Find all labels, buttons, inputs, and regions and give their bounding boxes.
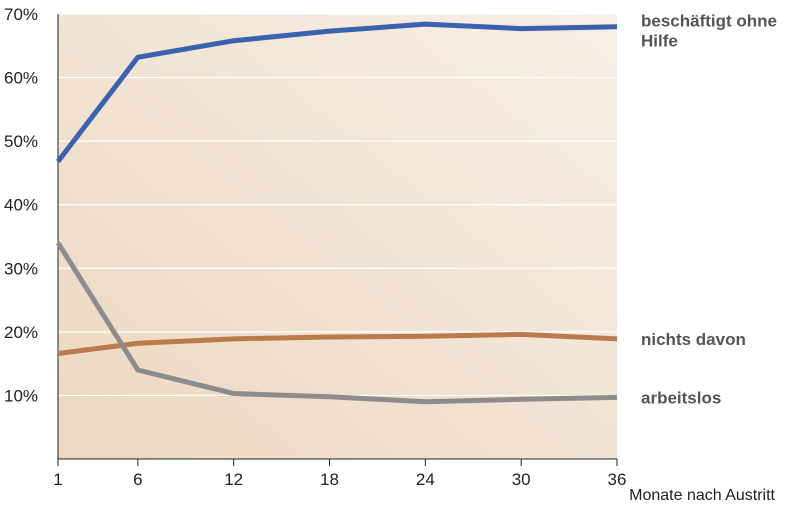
x-axis-title: Monate nach Austritt xyxy=(629,487,775,504)
y-tick-label: 50% xyxy=(4,132,38,151)
x-tick-label: 30 xyxy=(512,470,531,489)
y-tick-label: 60% xyxy=(4,69,38,88)
plot-background xyxy=(58,14,617,459)
y-tick-label: 10% xyxy=(4,386,38,405)
legend-label: nichts davon xyxy=(641,330,746,349)
x-tick-label: 12 xyxy=(224,470,243,489)
legend-label-line: arbeitslos xyxy=(641,388,721,407)
y-tick-label: 20% xyxy=(4,323,38,342)
legend-label-line: Hilfe xyxy=(641,32,678,51)
grid xyxy=(58,13,617,397)
x-tick-label: 36 xyxy=(608,470,627,489)
series-line-2 xyxy=(55,241,618,405)
x-tick-label: 24 xyxy=(416,470,435,489)
y-tick-label: 30% xyxy=(4,259,38,278)
x-tick-label: 1 xyxy=(53,470,62,489)
series-lines xyxy=(55,21,618,405)
x-tick-label: 18 xyxy=(320,470,339,489)
series-line-0 xyxy=(56,21,618,164)
labels: 10% 20% 30% 40% 50% 60% 70% 1 6 12 18 24 30 36Monate … xyxy=(4,5,777,504)
y-tick-label: 40% xyxy=(4,196,38,215)
legend-label-line: beschäftigt ohne xyxy=(641,12,777,31)
y-tick-label: 70% xyxy=(4,5,38,24)
axes xyxy=(57,14,618,466)
legend-label: beschäftigt ohne Hilfe xyxy=(641,12,777,51)
x-tick-label: 6 xyxy=(133,470,142,489)
legend-label-line: nichts davon xyxy=(641,330,746,349)
legend-label: arbeitslos xyxy=(641,388,721,407)
series-line-1 xyxy=(57,331,618,356)
